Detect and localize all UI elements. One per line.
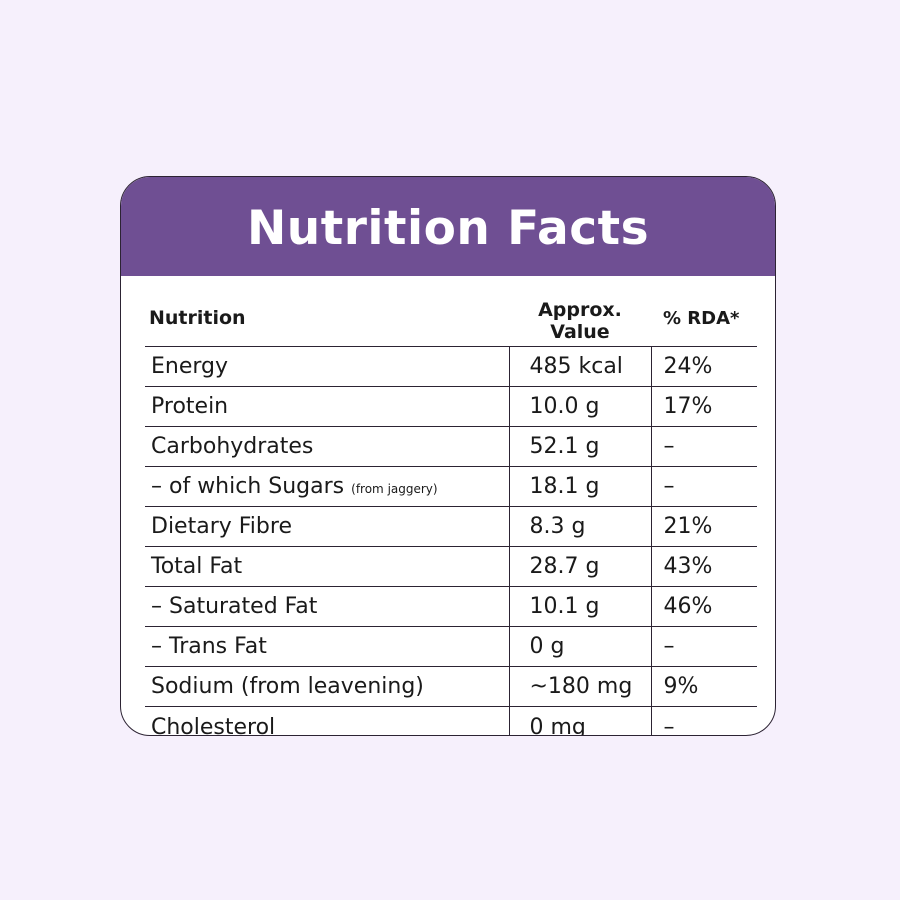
- table-row: Dietary Fibre 8.3 g 21%: [145, 506, 757, 547]
- nutrient-value: 0 g: [508, 626, 651, 667]
- nutrient-name: – Saturated Fat: [145, 586, 509, 627]
- nutrient-name: – Trans Fat: [145, 626, 509, 667]
- nutrient-rda: 9%: [650, 666, 757, 707]
- nutrient-rda: 21%: [650, 506, 757, 547]
- nutrient-rda: –: [650, 466, 757, 507]
- nutrient-rda: 43%: [650, 546, 757, 587]
- nutrient-label: – Trans Fat: [151, 634, 267, 659]
- header-value-line2: Value: [550, 321, 610, 344]
- nutrient-name: Energy: [145, 346, 509, 387]
- nutrition-table: Nutrition Approx. Value % RDA* Energy 48…: [145, 276, 757, 736]
- table-row: Sodium (from leavening) ~180 mg 9%: [145, 666, 757, 707]
- nutrient-label: – Saturated Fat: [151, 594, 318, 619]
- header-value-line1: Approx.: [538, 299, 622, 322]
- nutrient-value: 8.3 g: [508, 506, 651, 547]
- nutrient-label: Cholesterol: [151, 715, 276, 736]
- nutrient-rda: –: [650, 426, 757, 467]
- table-row: – of which Sugars (from jaggery) 18.1 g …: [145, 466, 757, 507]
- nutrient-label: – of which Sugars: [151, 474, 345, 499]
- nutrient-label: Protein: [151, 394, 229, 419]
- nutrient-value: 28.7 g: [508, 546, 651, 587]
- card-header: Nutrition Facts: [121, 177, 775, 276]
- nutrient-value: 52.1 g: [508, 426, 651, 467]
- nutrient-name: Cholesterol: [145, 707, 509, 736]
- table-row: Carbohydrates 52.1 g –: [145, 426, 757, 467]
- nutrient-rda: 24%: [650, 346, 757, 387]
- table-row: – Trans Fat 0 g –: [145, 626, 757, 667]
- header-nutrition: Nutrition: [145, 276, 509, 347]
- table-row: Energy 485 kcal 24%: [145, 346, 757, 387]
- table-header-row: Nutrition Approx. Value % RDA*: [145, 276, 757, 347]
- nutrient-value: 10.1 g: [508, 586, 651, 627]
- nutrient-name: Dietary Fibre: [145, 506, 509, 547]
- nutrient-value: ~180 mg: [508, 666, 651, 707]
- nutrient-value: 0 mg: [508, 706, 651, 735]
- nutrient-label: Carbohydrates: [151, 434, 314, 459]
- nutrient-value: 18.1 g: [508, 466, 651, 507]
- nutrient-note: (from jaggery): [351, 482, 438, 496]
- nutrient-name: Sodium (from leavening): [145, 666, 509, 707]
- nutrient-name: Protein: [145, 386, 509, 427]
- header-approx-value: Approx. Value: [509, 276, 651, 347]
- nutrient-name: Carbohydrates: [145, 426, 509, 467]
- table-row: – Saturated Fat 10.1 g 46%: [145, 586, 757, 627]
- nutrient-rda: –: [650, 626, 757, 667]
- nutrient-rda: 17%: [650, 386, 757, 427]
- nutrient-name: – of which Sugars (from jaggery): [145, 466, 509, 507]
- nutrient-label: Total Fat: [151, 554, 243, 579]
- nutrient-label: Dietary Fibre: [151, 514, 292, 539]
- table-row: Protein 10.0 g 17%: [145, 386, 757, 427]
- nutrient-label: Sodium (from leavening): [151, 674, 424, 699]
- nutrition-facts-card: Nutrition Facts Nutrition Approx. Value …: [120, 176, 776, 736]
- nutrient-name: Total Fat: [145, 546, 509, 587]
- nutrient-value: 10.0 g: [508, 386, 651, 427]
- table-row: Total Fat 28.7 g 43%: [145, 546, 757, 587]
- nutrient-rda: 46%: [650, 586, 757, 627]
- header-rda: % RDA*: [651, 276, 757, 347]
- nutrient-rda: –: [650, 706, 757, 735]
- table-row: Cholesterol 0 mg –: [145, 706, 757, 736]
- nutrient-value: 485 kcal: [508, 346, 651, 387]
- nutrient-label: Energy: [151, 354, 229, 379]
- card-title: Nutrition Facts: [246, 201, 650, 256]
